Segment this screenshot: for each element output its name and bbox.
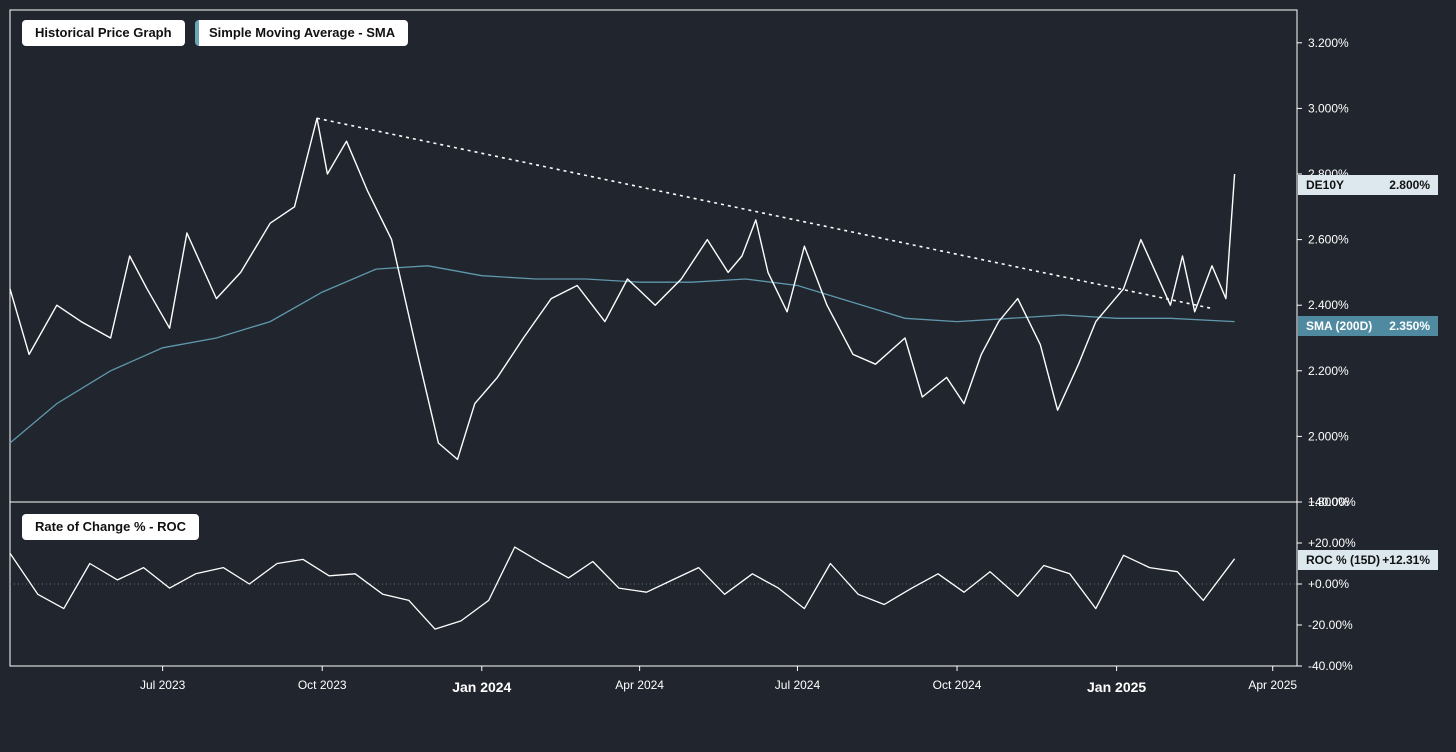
x-tick-label: Oct 2023	[298, 678, 347, 692]
roc-y-tick-label: -20.00%	[1308, 618, 1353, 632]
x-tick-label: Apr 2024	[615, 678, 664, 692]
x-tick-label: Jan 2024	[452, 679, 511, 695]
roc-tag-name: ROC % (15D)	[1306, 553, 1381, 567]
price-y-tick-label: 3.000%	[1308, 101, 1349, 115]
price-y-tick-label: 2.200%	[1308, 364, 1349, 378]
sma-line	[9, 265, 1235, 444]
x-tick-label: Apr 2025	[1248, 678, 1297, 692]
price-y-tick-label: 1.800%	[1308, 495, 1349, 509]
roc-line	[9, 546, 1236, 630]
x-tick-label: Jul 2024	[775, 678, 821, 692]
roc-y-tick-label: +20.00%	[1308, 536, 1356, 550]
price-y-tick-label: 2.600%	[1308, 233, 1349, 247]
legend-sma[interactable]: Simple Moving Average - SMA	[195, 20, 409, 46]
price-last-tag: DE10Y 2.800%	[1298, 175, 1438, 195]
price-tag-name: DE10Y	[1306, 178, 1345, 192]
sma-tag-name: SMA (200D)	[1306, 319, 1373, 333]
x-tick-label: Jan 2025	[1087, 679, 1146, 695]
price-y-tick-label: 2.000%	[1308, 429, 1349, 443]
price-y-tick-label: 2.400%	[1308, 298, 1349, 312]
legend-roc[interactable]: Rate of Change % - ROC	[22, 514, 199, 540]
roc-tag-value: +12.31%	[1382, 553, 1430, 567]
price-line	[9, 117, 1236, 461]
sma-last-tag: SMA (200D) 2.350%	[1298, 316, 1438, 336]
roc-panel-frame	[9, 501, 1298, 667]
roc-y-tick-label: +40.00%	[1308, 495, 1356, 509]
roc-y-tick-label: +0.00%	[1308, 577, 1349, 591]
sma-tag-value: 2.350%	[1389, 319, 1430, 333]
roc-y-tick-label: -40.00%	[1308, 659, 1353, 673]
price-tag-value: 2.800%	[1389, 178, 1430, 192]
roc-last-tag: ROC % (15D) +12.31%	[1298, 550, 1438, 570]
legend-price[interactable]: Historical Price Graph	[22, 20, 185, 46]
price-panel-frame	[9, 9, 1298, 503]
x-tick-label: Oct 2024	[933, 678, 982, 692]
x-tick-label: Jul 2023	[140, 678, 186, 692]
price-y-tick-label: 3.200%	[1308, 36, 1349, 50]
trendline	[316, 117, 1213, 310]
